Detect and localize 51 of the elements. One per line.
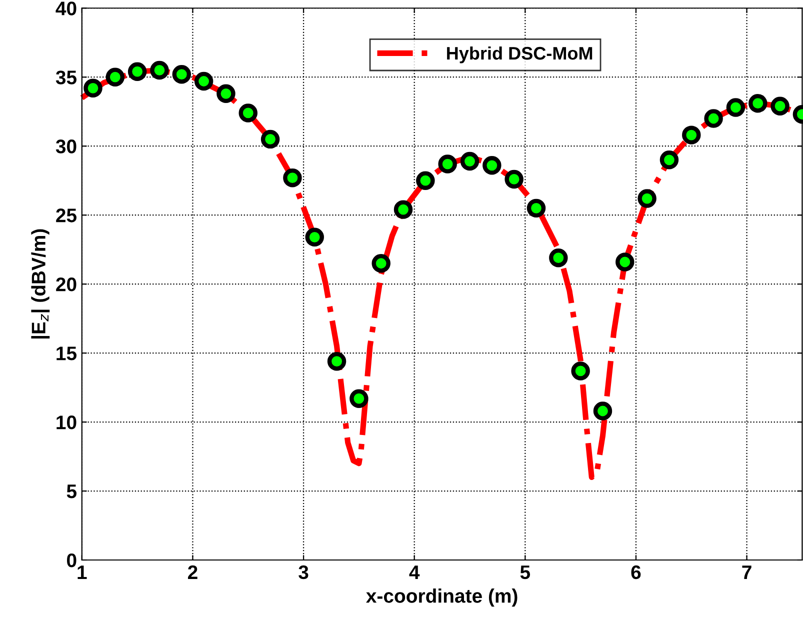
x-tick-label: 4 [409,566,420,579]
point [194,72,214,91]
point [394,200,413,219]
point [128,62,147,81]
point [106,68,125,86]
x-tick-label: 2 [188,565,198,579]
point [416,171,435,190]
point [726,98,746,117]
y-tick-label: 10 [56,416,76,430]
legend-label: Hybrid DSC-MoM [447,46,592,64]
point [238,104,258,122]
y-tick-label: 0 [67,553,76,568]
x-tick-label: 6 [631,565,641,580]
point [549,248,568,268]
point [438,154,457,174]
x-tick-label: 1 [78,566,87,579]
point [593,402,612,420]
y-tick-label: 30 [56,140,76,154]
point [260,130,280,149]
point [770,96,790,116]
y-axis-title: |E$_{z}$| (dBV/m) [31,229,50,338]
point [748,94,768,113]
x-tick-label: 7 [742,566,752,579]
y-tick-label: 40 [56,2,76,16]
point [526,198,546,218]
point [482,156,502,175]
y-tick-label: 15 [56,346,77,360]
point [283,168,302,188]
point [172,64,192,84]
point [638,189,656,208]
y-tick-label: 25 [56,208,77,222]
x-axis-title: x-coordinate (m) [366,588,518,607]
y-tick-label: 20 [56,278,76,292]
point [350,389,368,408]
x-tick-label: 3 [298,565,308,580]
point [571,362,590,380]
point [504,170,524,189]
point [84,78,102,98]
point [682,126,701,144]
point [216,84,236,104]
x-tick-label: 5 [520,566,530,580]
point [150,60,169,80]
y-tick-label: 5 [66,484,77,498]
point [704,109,723,128]
point [305,228,324,247]
point [616,252,634,272]
point [660,150,679,170]
point [372,254,390,273]
point [327,352,346,371]
point [460,152,480,171]
y-tick-label: 35 [56,70,77,84]
